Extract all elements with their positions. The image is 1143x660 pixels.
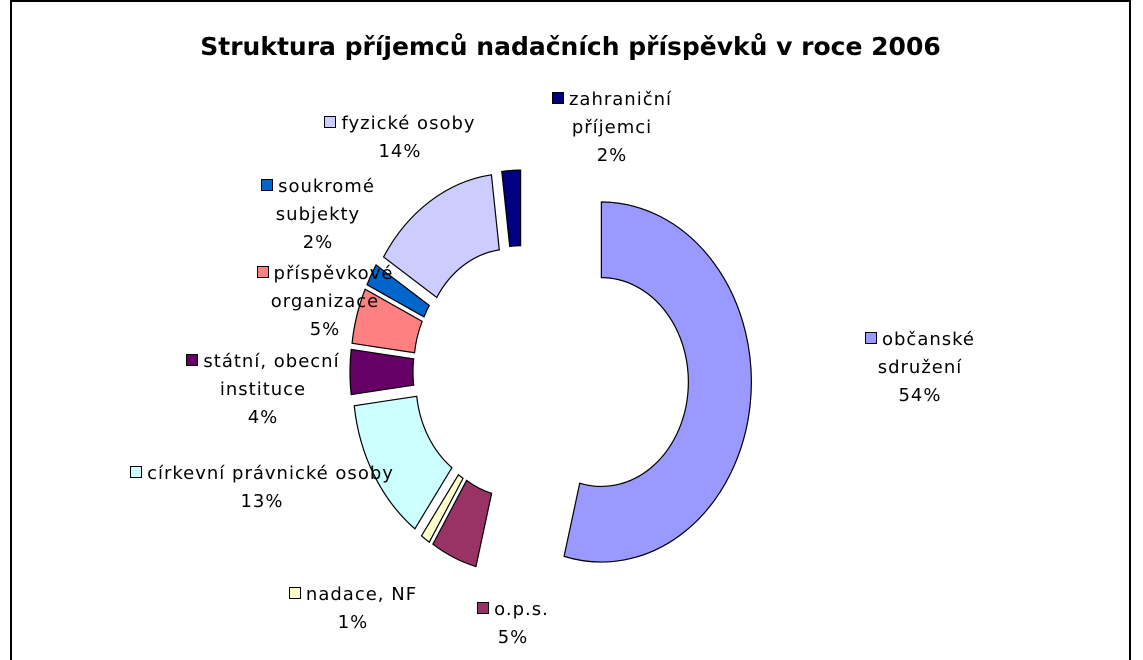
value-label: 14% (378, 141, 422, 162)
legend-key (130, 466, 143, 478)
category-label: zahraniční příjemci (568, 89, 673, 138)
donut-segment (563, 201, 752, 563)
category-label: příspěvkové organizace (270, 263, 394, 312)
donut-segment (432, 479, 493, 568)
donut-segment (501, 169, 522, 248)
value-label: 5% (309, 319, 341, 340)
donut-segment (366, 264, 431, 318)
value-label: 13% (240, 491, 284, 512)
donut-segment (349, 348, 415, 396)
data-label: občanské sdružení 54% (835, 326, 1005, 410)
data-label: státní, obecní instituce 4% (163, 348, 363, 432)
legend-key (261, 179, 274, 191)
legend-key (186, 354, 199, 366)
category-label: fyzické osoby (341, 113, 476, 134)
data-label: soukromé subjekty 2% (253, 173, 383, 257)
legend-key (551, 92, 564, 104)
legend-key (256, 266, 269, 278)
value-label: 2% (596, 145, 628, 166)
category-label: státní, obecní instituce (203, 351, 340, 400)
chart-frame (10, 0, 1131, 660)
donut-segment (420, 473, 464, 544)
data-label: příspěvkové organizace 5% (235, 260, 415, 344)
chart-title: Struktura příjemců nadačních příspěvků v… (200, 32, 941, 61)
category-label: soukromé subjekty (275, 176, 375, 225)
value-label: 2% (302, 232, 334, 253)
category-label: církevní právnické osoby (147, 463, 394, 484)
value-label: 54% (898, 385, 942, 406)
value-label: 4% (247, 407, 279, 428)
data-label: církevní právnické osoby 13% (127, 460, 397, 516)
category-label: občanské sdružení (877, 329, 975, 378)
data-label: o.p.s. 5% (468, 596, 558, 652)
donut-segment (353, 395, 453, 530)
data-label: zahraniční příjemci 2% (542, 86, 682, 170)
legend-key (864, 332, 877, 344)
data-label: nadace, NF 1% (273, 581, 433, 637)
legend-key (324, 116, 337, 128)
category-label: nadace, NF (305, 584, 418, 605)
donut-segment (382, 174, 500, 299)
category-label: o.p.s. (494, 599, 549, 620)
value-label: 1% (337, 612, 369, 633)
value-label: 5% (497, 627, 529, 648)
legend-key (477, 602, 490, 614)
data-label: fyzické osoby 14% (305, 110, 495, 166)
donut-segment (351, 288, 423, 354)
legend-key (288, 587, 301, 599)
